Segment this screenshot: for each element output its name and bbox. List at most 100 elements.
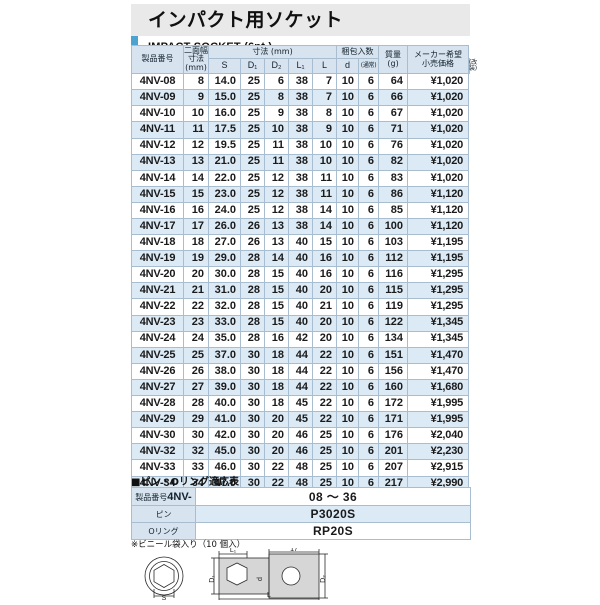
row-mass: 160: [378, 378, 409, 397]
row-l: 38: [288, 218, 313, 236]
row-l: 38: [288, 137, 313, 155]
row-product-no: 4NV-12: [131, 137, 184, 155]
row-price: ¥2,040: [407, 427, 470, 445]
row-mass: 83: [378, 169, 409, 187]
row-l1: 20: [264, 411, 289, 429]
row-pack-normal: 10: [336, 153, 360, 171]
row-d2: 26: [240, 218, 265, 236]
row-across-flats: 20: [183, 266, 209, 284]
row-pack-normal: 10: [336, 411, 360, 429]
row-pack-case: 6: [358, 282, 380, 300]
row-mass: 171: [378, 411, 409, 429]
row-across-flats: 18: [183, 234, 209, 252]
row-product-no: 4NV-16: [131, 201, 184, 220]
row-price: ¥1,120: [407, 201, 470, 220]
pin-oring-table: 製品番号4NV- 08 ～ 36 ピン P3020S Oリング RP20S: [131, 487, 471, 540]
row-d: 25: [311, 443, 338, 461]
header-mass-line1: 質量: [385, 50, 402, 60]
row-pack-case: 6: [358, 362, 380, 380]
socket-spec-table: 製品番号 二面幅 寸法 (mm) 寸法 (mm) 梱包入数 質量 (g) メーカ…: [131, 44, 477, 525]
row-d: 16: [311, 266, 338, 284]
row-d1: 27.0: [208, 234, 241, 252]
pin-table-row: 製品番号4NV- 08 ～ 36: [131, 487, 471, 506]
row-l1: 6: [264, 73, 289, 91]
row-l1: 12: [264, 169, 289, 187]
row-l: 38: [288, 153, 313, 171]
row-l: 38: [288, 121, 313, 139]
header-across-flats-line2: 寸法: [188, 54, 204, 64]
row-pack-normal: 10: [336, 201, 360, 220]
row-product-no: 4NV-18: [131, 234, 184, 252]
row-l1: 18: [264, 395, 289, 413]
pin-row-label-big: 4NV-: [167, 490, 192, 503]
row-d1: 31.0: [208, 282, 241, 300]
row-price: ¥1,295: [407, 282, 470, 300]
drawing-label-d1: D₁: [209, 575, 216, 583]
row-across-flats: 15: [183, 185, 209, 203]
table-row: 4NV-30 30 42.0 30 20 46 25 10 6 176 ¥2,040: [131, 427, 470, 445]
row-d1: 21.0: [208, 153, 241, 171]
header-mass: 質量 (g): [378, 44, 409, 75]
drawing-label-d: d: [257, 577, 264, 581]
row-d: 9: [311, 121, 338, 139]
table-row: 4NV-23 23 33.0 28 15 40 20 10 6 122 ¥1,345: [131, 314, 470, 332]
row-across-flats: 8: [183, 73, 209, 91]
row-d2: 30: [240, 443, 265, 461]
row-l1: 15: [264, 298, 289, 316]
row-price: ¥1,995: [407, 411, 470, 429]
row-across-flats: 27: [183, 378, 209, 397]
table-header: 製品番号 二面幅 寸法 (mm) 寸法 (mm) 梱包入数 質量 (g) メーカ…: [131, 44, 477, 75]
table-row: 4NV-11 11 17.5 25 10 38 9 10 6 71 ¥1,020: [131, 121, 470, 139]
row-pack-case: 6: [358, 185, 380, 203]
row-product-no: 4NV-21: [131, 282, 184, 300]
row-pack-case: 6: [358, 73, 380, 91]
row-d2: 30: [240, 346, 265, 364]
row-d1: 37.0: [208, 346, 241, 364]
row-mass: 76: [378, 137, 409, 155]
pin-row-label: 製品番号4NV-: [131, 487, 196, 506]
row-product-no: 4NV-30: [131, 427, 184, 445]
pin-table-row: Oリング RP20S: [131, 522, 471, 540]
row-d: 7: [311, 89, 338, 107]
row-l1: 20: [264, 443, 289, 461]
pin-section-heading: ■ピン・Oリング適応表: [131, 477, 239, 488]
row-d2: 30: [240, 378, 265, 397]
row-d: 25: [311, 427, 338, 445]
pin-row-value: P3020S: [195, 505, 471, 523]
row-l1: 14: [264, 250, 289, 268]
table-row: 4NV-18 18 27.0 26 13 40 15 10 6 103 ¥1,195: [131, 234, 470, 252]
row-pack-normal: 10: [336, 314, 360, 332]
row-pack-case: 6: [358, 330, 380, 348]
row-l: 40: [288, 234, 313, 252]
row-pack-case: 6: [358, 395, 380, 413]
row-d2: 30: [240, 362, 265, 380]
drawing-label-l: L: [267, 592, 271, 599]
row-d: 20: [311, 314, 338, 332]
table-row: 4NV-08 8 14.0 25 6 38 7 10 6 64 ¥1,020: [131, 73, 470, 91]
row-price: ¥1,120: [407, 218, 470, 236]
pin-row-label: ピン: [131, 505, 196, 523]
row-product-no: 4NV-15: [131, 185, 184, 203]
row-d2: 28: [240, 330, 265, 348]
row-d1: 23.0: [208, 185, 241, 203]
row-across-flats: 24: [183, 330, 209, 348]
row-l: 38: [288, 105, 313, 123]
row-product-no: 4NV-10: [131, 105, 184, 123]
row-l: 38: [288, 201, 313, 220]
row-pack-case: 6: [358, 218, 380, 236]
row-d2: 25: [240, 169, 265, 187]
row-price: ¥1,295: [407, 266, 470, 284]
table-row: 4NV-09 9 15.0 25 8 38 7 10 6 66 ¥1,020: [131, 89, 470, 107]
header-sub-s: S: [208, 57, 241, 75]
row-pack-normal: 10: [336, 378, 360, 397]
pin-row-value: RP20S: [195, 522, 471, 540]
row-d1: 29.0: [208, 250, 241, 268]
row-across-flats: 28: [183, 395, 209, 413]
row-product-no: 4NV-28: [131, 395, 184, 413]
row-price: ¥1,020: [407, 169, 470, 187]
row-d2: 28: [240, 298, 265, 316]
row-mass: 119: [378, 298, 409, 316]
front-view-outer-circle: [144, 556, 184, 596]
row-mass: 176: [378, 427, 409, 445]
row-pack-normal: 10: [336, 298, 360, 316]
